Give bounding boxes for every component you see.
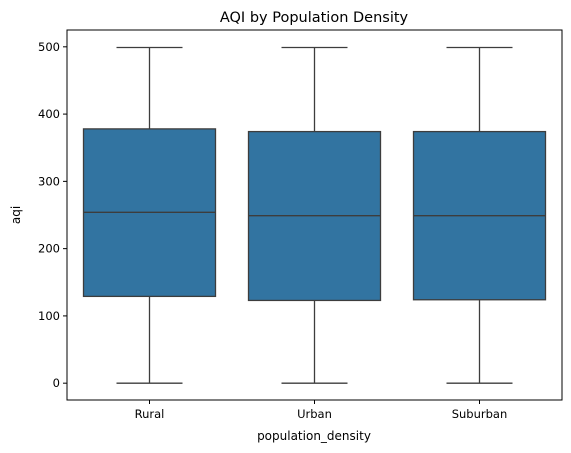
y-tick-label-100: 100	[38, 309, 60, 323]
y-tick-label-0: 0	[53, 376, 60, 390]
y-tick-label-200: 200	[38, 242, 60, 256]
x-axis-label: population_density	[257, 429, 371, 443]
x-tick-label-urban: Urban	[297, 407, 332, 421]
x-tick-label-suburban: Suburban	[452, 407, 508, 421]
y-axis-label: aqi	[9, 206, 23, 224]
x-tick-label-rural: Rural	[135, 407, 165, 421]
y-tick-label-400: 400	[38, 107, 60, 121]
plot-area: Rural Urban Suburban 0 100 200 300 400 500	[38, 29, 563, 421]
y-tick-label-500: 500	[38, 40, 60, 54]
y-tick-label-300: 300	[38, 174, 60, 188]
axes-frame	[66, 29, 563, 401]
chart-title: AQI by Population Density	[220, 10, 409, 26]
